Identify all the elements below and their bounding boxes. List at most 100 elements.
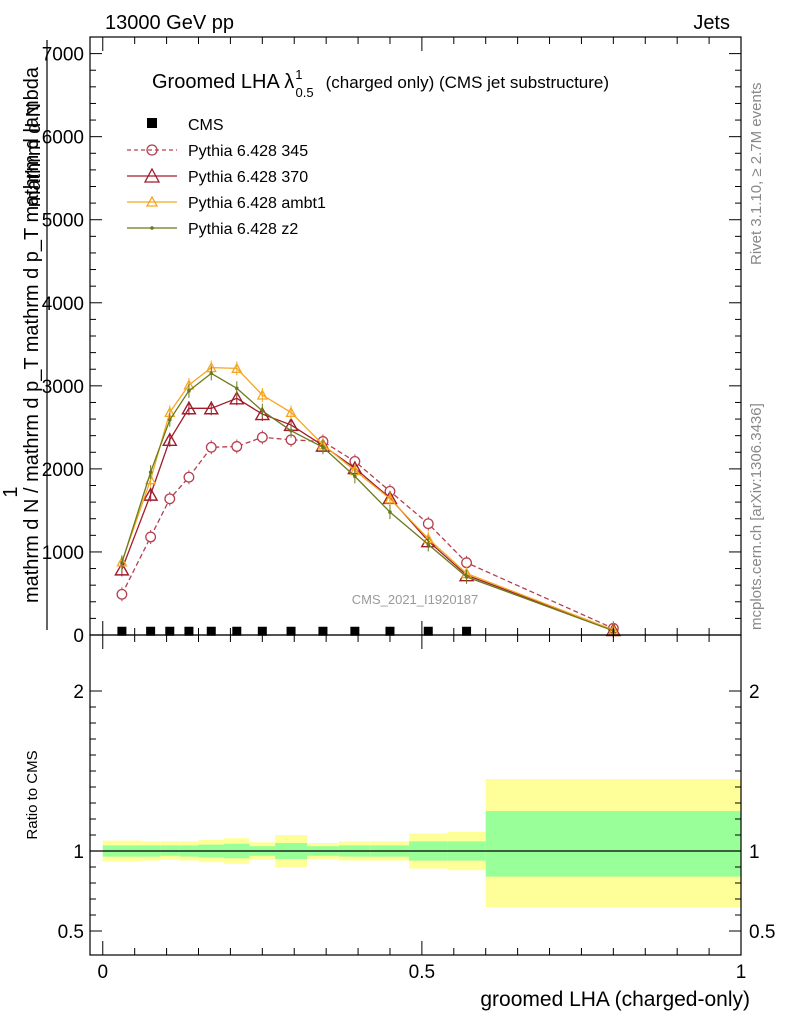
series-pythia-ambt1-point [384,492,396,504]
series-pythia-370-point [114,561,130,576]
series-pythia-345-point [116,588,128,600]
series-pythia-z2-point [289,428,293,433]
x-tick-label: 1 [736,962,747,983]
legend-345-marker [146,144,158,156]
series-pythia-z2-line [121,372,614,632]
cms-data-point [206,626,216,636]
series-pythia-345-line [121,436,614,629]
series-pythia-370-line [121,397,614,631]
legend-z2-marker [150,226,154,230]
series-pythia-ambt1-line [121,366,614,631]
ratio-y-label: Ratio to CMS [24,750,41,839]
header-left: 13000 GeV pp [105,12,234,34]
ratio-y-tick-label: 0.5 [58,922,84,943]
rivet-label: Rivet 3.1.10, ≥ 2.7M events [748,83,765,266]
y-tick-label: 1000 [42,543,84,564]
y-tick-label: 3000 [42,377,84,398]
cms-data-point [232,626,242,636]
watermark: CMS_2021_I1920187 [352,592,479,607]
series-pythia-370-point [142,487,159,501]
legend-370-label: Pythia 6.428 370 [188,169,308,186]
y-label-denominator: mathrm d N / mathrm d p_T mathrm d p_T m… [21,66,43,603]
ratio-y-tick-label-right: 1 [749,842,760,863]
series-pythia-370-point [162,432,178,447]
ratio-y-tick-label-right: 2 [749,682,760,703]
chart-title: Groomed LHA λ1 0.5 (charged only) (CMS jet… [152,67,609,100]
title-prefix: Groomed LHA λ [152,71,294,93]
ratio-x-ticks: 0 0.5 1 [97,635,746,983]
main-marks [114,360,622,638]
series-pythia-z2-point [187,389,191,393]
series-pythia-ambt1-point [256,389,268,400]
y-label-top: 1 [0,486,22,497]
series-pythia-370-point [229,390,245,405]
legend-370-marker [143,167,161,183]
ratio-bands [102,779,741,907]
title-sub: 0.5 [296,85,314,100]
legend-cms-marker [147,118,157,128]
series-pythia-z2-point [148,470,153,475]
cms-data-point [117,626,127,636]
cms-data-point [165,626,175,636]
y-tick-label: 5000 [42,211,84,232]
series-pythia-345-point [145,531,157,543]
ratio-y-ticks: 0.5 0.5 1 1 2 2 [58,682,776,943]
cms-data-point [184,626,194,636]
x-tick-label: 0.5 [409,962,435,983]
ratio-y-tick-label: 2 [73,682,84,703]
y-tick-label: 4000 [42,294,84,315]
title-suffix: (charged only) (CMS jet substructure) [326,73,609,92]
series-pythia-z2-point [120,560,124,565]
series-pythia-z2-point [388,510,392,514]
title-sup: 1 [295,67,302,82]
header-right: Jets [693,12,730,34]
series-pythia-z2-point [426,542,431,547]
series-pythia-345-point [461,557,473,569]
y-tick-label: 7000 [42,45,84,66]
series-pythia-345-point [205,441,217,453]
y-tick-label: 2000 [42,460,84,481]
series-pythia-z2-point [234,386,239,391]
series-pythia-z2-point [260,408,265,413]
cms-data-point [350,626,360,636]
cms-data-point [318,626,328,636]
series-pythia-z2-point [464,575,469,579]
main-x-ticks [102,37,742,635]
legend-cms-label: CMS [188,117,224,134]
cms-data-point [462,626,472,636]
y-tick-label: 6000 [42,128,84,149]
y-tick-label: 0 [73,626,84,647]
series-pythia-z2-point [167,418,172,422]
series-pythia-z2-point [209,371,214,376]
ratio-inner-band [485,811,741,877]
cms-data-point [423,626,433,636]
series-pythia-370-point [203,400,219,415]
ratio-y-tick-label: 1 [73,842,84,863]
series-pythia-345-point [422,518,434,530]
series-pythia-ambt1-point [285,406,297,418]
series-pythia-345-point [256,431,268,443]
legend-ambt1-marker [145,195,159,207]
series-pythia-345-point [164,493,176,505]
series-pythia-z2-point [321,445,325,450]
series-pythia-ambt1-point [231,362,243,374]
y-label-numerator: mathrm d N [23,103,45,207]
ratio-y-tick-label-right: 0.5 [749,922,775,943]
mcplots-label: mcplots.cern.ch [arXiv:1306.3436] [748,403,765,630]
main-panel: 0 1000 2000 3000 4000 5000 6000 7000 Groomed LH… [0,36,742,647]
series-pythia-345-point [183,471,195,483]
legend-z2-label: Pythia 6.428 z2 [188,221,298,238]
legend-ambt1-label: Pythia 6.428 ambt1 [188,195,326,212]
series-pythia-370-point [181,400,197,415]
ratio-panel: 0.5 0.51 12 2 0 0.5 1 Ratio to CMS groomed LH… [24,634,776,1011]
legend-345-label: Pythia 6.428 345 [188,143,308,160]
legend: CMS Pythia 6.428 345 Pythia 6.428 370 Py… [127,117,326,238]
x-tick-label: 0 [97,962,108,983]
main-y-ticks: 0 1000 2000 3000 4000 5000 6000 7000 [42,36,741,647]
series-pythia-z2-point [353,474,357,479]
cms-data-point [146,626,156,636]
series-pythia-345-point [231,441,243,452]
cms-data-point [286,626,296,636]
ratio-frame [89,634,742,956]
